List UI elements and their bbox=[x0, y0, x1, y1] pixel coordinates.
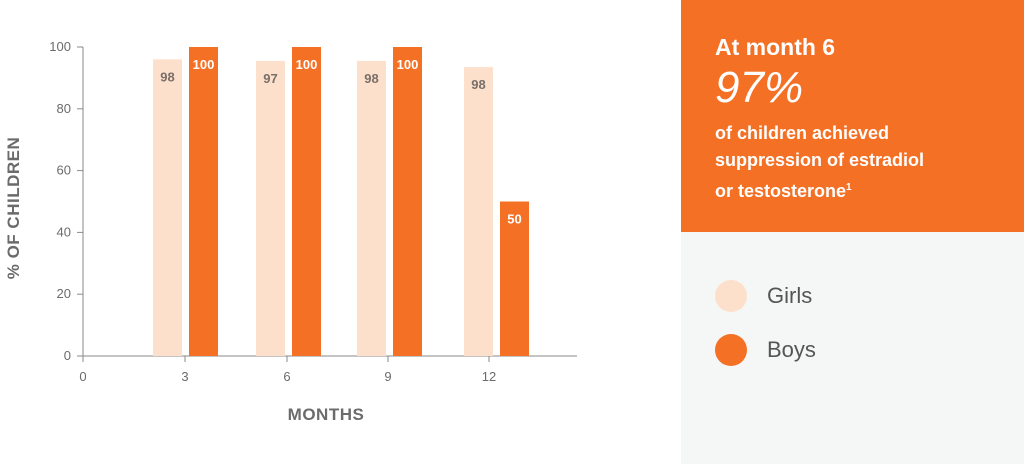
callout-panel: At month 6 97% of children achieved supp… bbox=[681, 0, 1024, 232]
callout-line-1: of children achieved bbox=[715, 123, 890, 143]
y-axis: 0 20 40 60 80 100 bbox=[49, 39, 84, 363]
bar-value-label: 98 bbox=[160, 69, 174, 84]
boys-swatch bbox=[715, 334, 747, 366]
bars: 98 97 98 98 100 100 100 50 bbox=[153, 47, 529, 357]
bar-girls bbox=[464, 67, 493, 357]
bar-girls bbox=[357, 60, 386, 356]
legend-item-boys: Boys bbox=[715, 334, 990, 366]
legend-panel: Girls Boys bbox=[681, 232, 1024, 464]
y-axis-title: % OF CHILDREN bbox=[4, 137, 23, 280]
bar-value-label: 100 bbox=[193, 57, 215, 72]
y-tick-label: 40 bbox=[57, 224, 71, 239]
bar-girls bbox=[153, 59, 182, 357]
bar-value-label: 97 bbox=[263, 71, 277, 86]
footnote-marker: 1 bbox=[846, 182, 852, 193]
x-tick-label: 9 bbox=[384, 369, 391, 384]
legend-label-boys: Boys bbox=[767, 337, 816, 362]
bar-boys bbox=[393, 47, 422, 356]
callout-line-3: or testosterone bbox=[715, 181, 847, 201]
x-tick-label: 3 bbox=[181, 369, 188, 384]
x-tick-label: 6 bbox=[283, 369, 290, 384]
y-tick-label: 20 bbox=[57, 286, 71, 301]
legend-label-girls: Girls bbox=[767, 283, 813, 308]
y-tick-label: 60 bbox=[57, 163, 71, 178]
bar-value-label: 98 bbox=[471, 77, 485, 92]
bar-boys bbox=[500, 201, 529, 356]
callout-stat: 97% bbox=[715, 63, 804, 112]
bar-value-label: 98 bbox=[364, 71, 378, 86]
bar-boys bbox=[189, 47, 218, 356]
callout-description: of children achieved suppression of estr… bbox=[715, 120, 990, 205]
girls-swatch bbox=[715, 280, 747, 312]
bar-boys bbox=[292, 47, 321, 356]
callout-line-2: suppression of estradiol bbox=[715, 150, 925, 170]
y-tick-label: 80 bbox=[57, 101, 71, 116]
legend-item-girls: Girls bbox=[715, 280, 990, 312]
y-tick-label: 100 bbox=[49, 39, 71, 54]
bar-girls bbox=[256, 60, 285, 356]
y-tick-label: 0 bbox=[64, 348, 71, 363]
bar-value-label: 50 bbox=[507, 212, 521, 227]
bar-value-label: 100 bbox=[397, 57, 419, 72]
x-axis-title: MONTHS bbox=[288, 405, 365, 424]
bar-value-label: 100 bbox=[296, 57, 318, 72]
x-axis: 0 3 6 9 12 bbox=[79, 355, 577, 384]
callout-headline: At month 6 bbox=[715, 34, 836, 60]
x-tick-label: 0 bbox=[79, 369, 86, 384]
x-tick-label: 12 bbox=[482, 369, 496, 384]
